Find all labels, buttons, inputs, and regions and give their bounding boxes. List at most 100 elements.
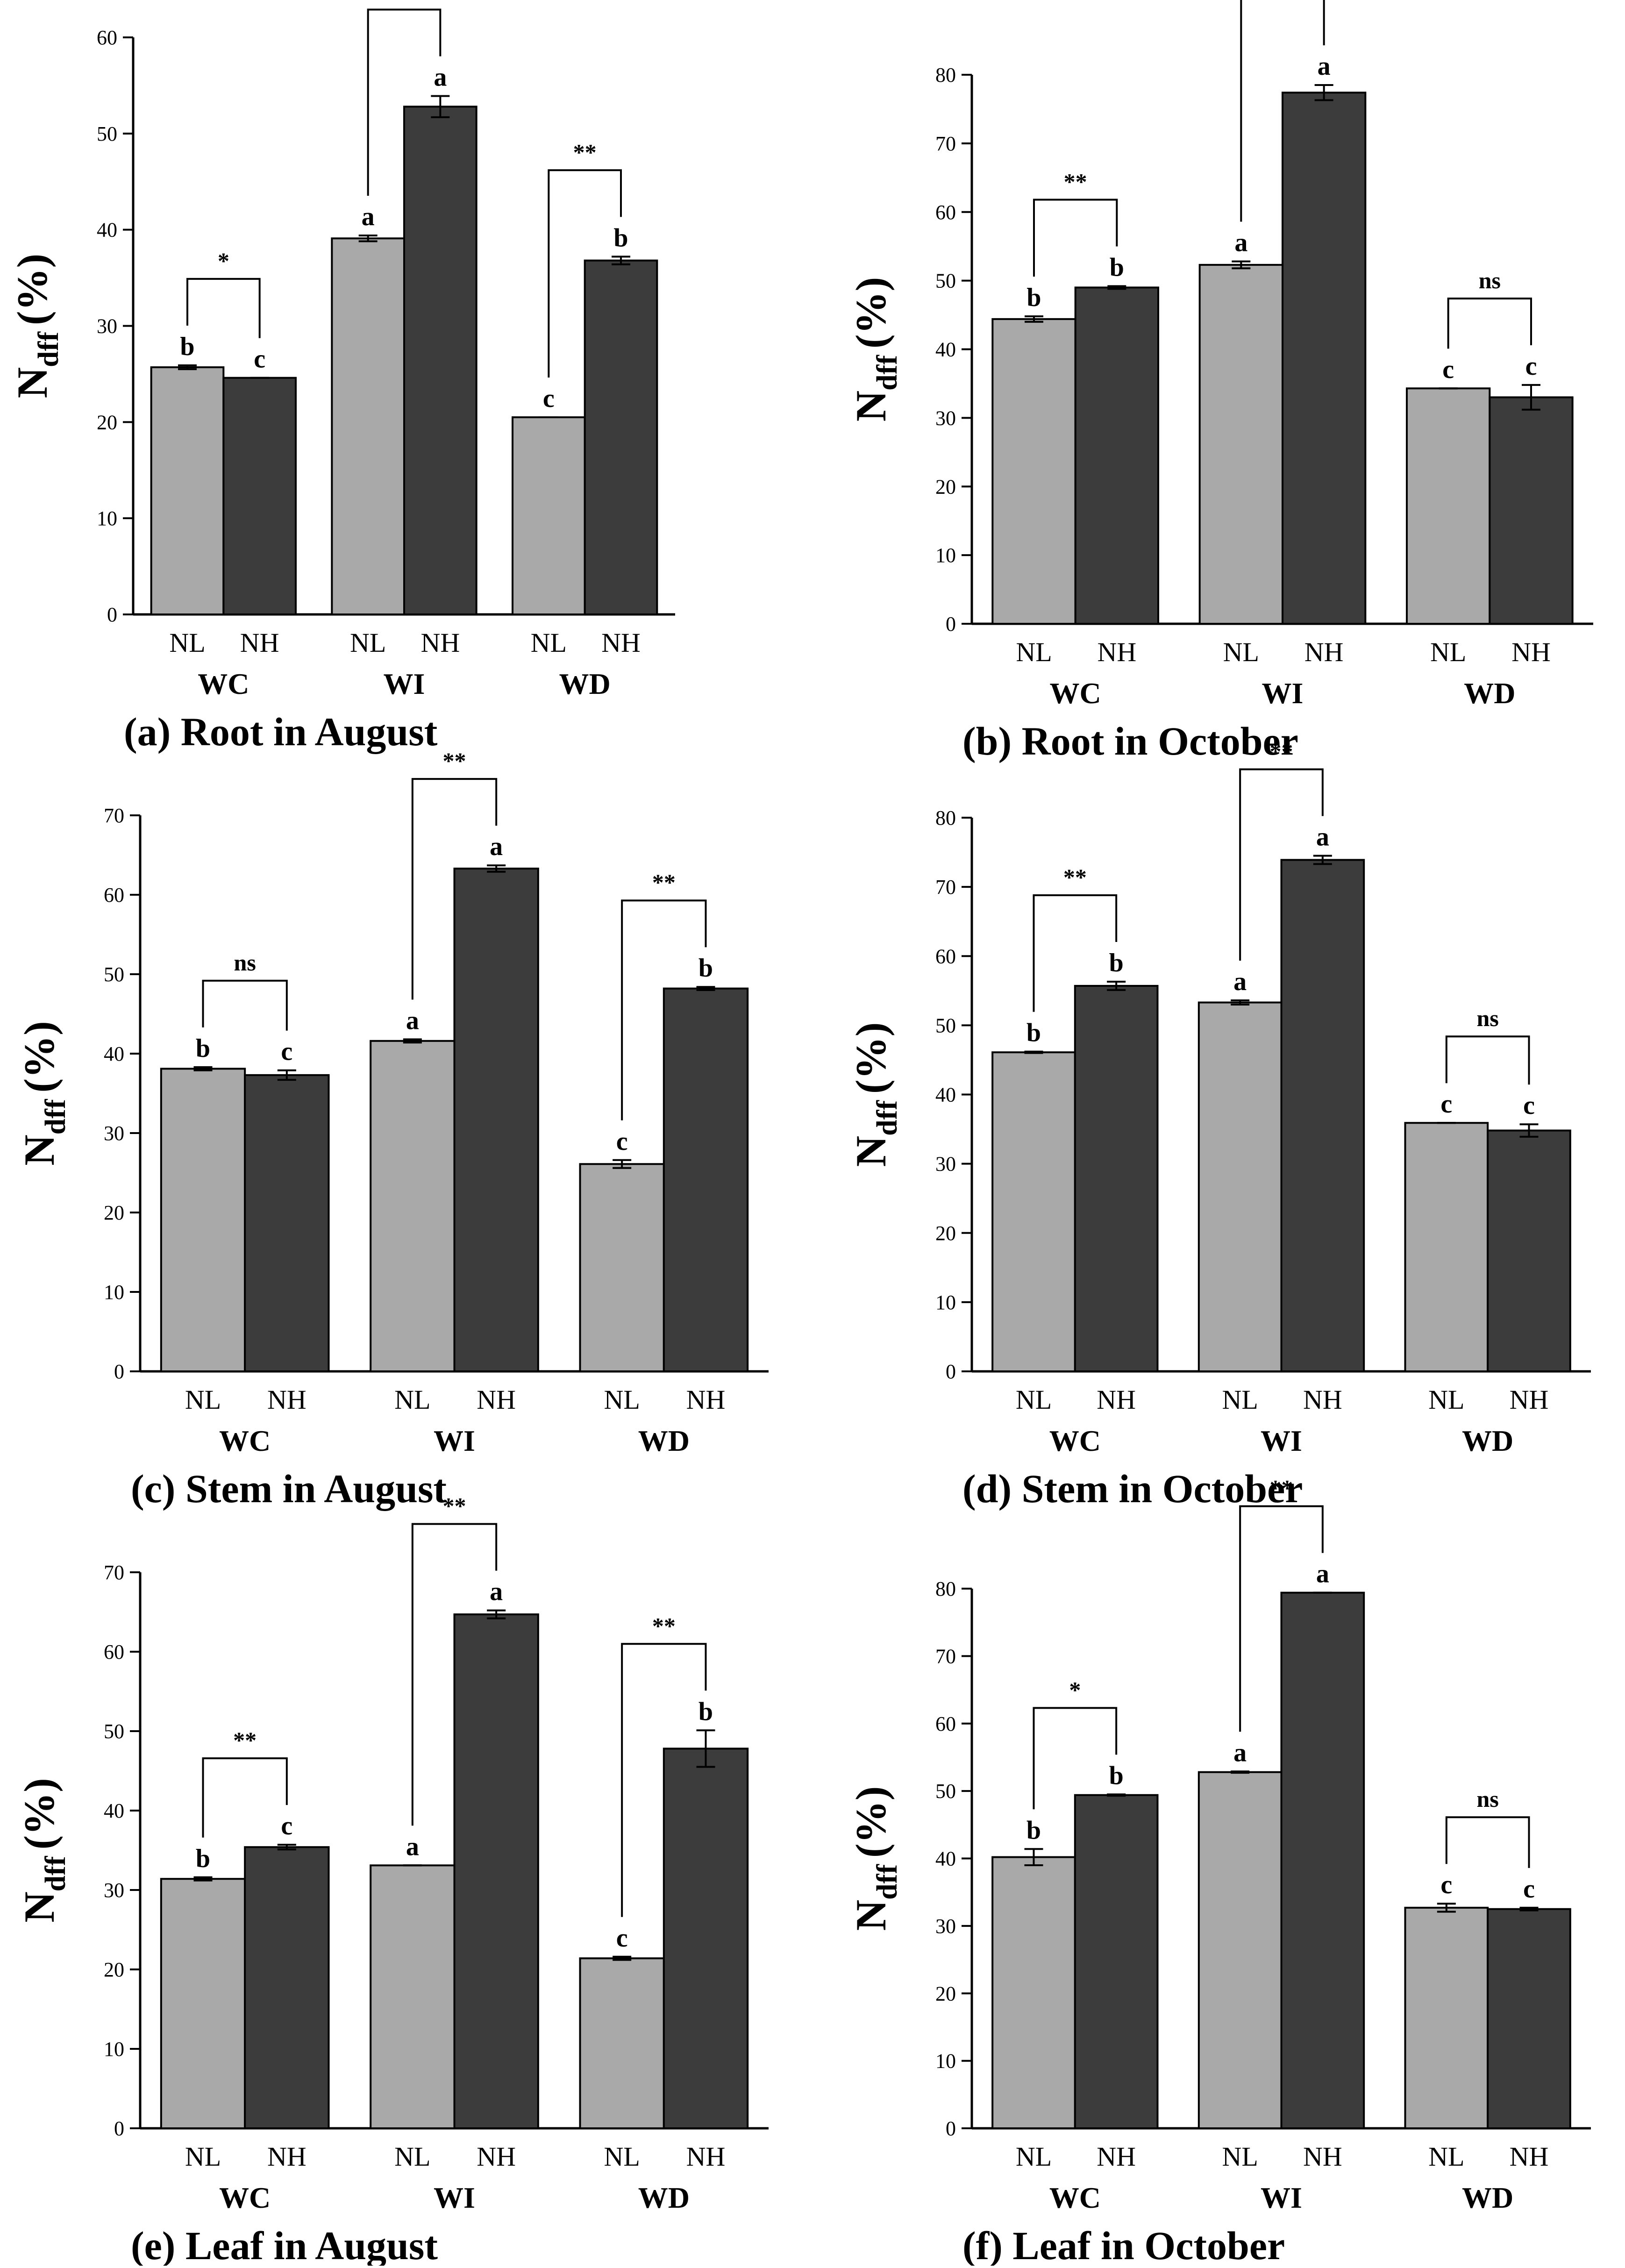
significance-letter: b xyxy=(196,1034,210,1063)
y-tick-label: 70 xyxy=(935,1645,956,1668)
category-label: WD xyxy=(1462,2181,1513,2214)
panel-e: 010203040506070Ndff(%)bNLcNHWC**aNLaNHWI… xyxy=(15,1493,769,2268)
category-label: WI xyxy=(1262,677,1304,710)
category-label: WC xyxy=(219,2181,271,2214)
category-label: WI xyxy=(434,2181,475,2214)
y-axis-title-subscript: dff xyxy=(40,1855,71,1891)
y-tick-label: 40 xyxy=(935,1084,956,1106)
significance-letter: b xyxy=(180,332,194,361)
significance-letter: c xyxy=(1440,1090,1452,1119)
significance-letter: a xyxy=(1233,1738,1247,1767)
x-tick-label: NL xyxy=(1428,1384,1464,1415)
y-axis-title-main: N xyxy=(847,1136,895,1167)
y-tick-label: 10 xyxy=(97,507,117,530)
panel-title: (a) Root in August xyxy=(124,709,438,754)
x-tick-label: NH xyxy=(477,2141,516,2172)
bar-wd-nh xyxy=(1489,396,1574,625)
significance-bracket xyxy=(1445,1035,1530,1085)
x-tick-label: NH xyxy=(1511,637,1551,667)
y-tick-label: 30 xyxy=(935,1915,956,1938)
y-tick-label: 40 xyxy=(97,219,117,242)
bar-wd-nl xyxy=(1404,1906,1489,2130)
y-tick-label: 50 xyxy=(104,1720,124,1743)
significance-marker: ** xyxy=(233,1727,257,1753)
significance-letter: a xyxy=(406,1832,419,1861)
x-tick-label: NL xyxy=(1222,1384,1258,1415)
bar-wc-nh xyxy=(1074,1794,1159,2130)
x-tick-label: NL xyxy=(394,2141,430,2172)
bar-wc-nl xyxy=(150,366,225,615)
y-tick-label: 10 xyxy=(935,2050,956,2073)
y-tick-label: 30 xyxy=(935,407,956,429)
y-axis-title: Ndff (%) xyxy=(15,1021,71,1166)
y-tick-label: 40 xyxy=(104,1042,124,1065)
panel-d: 0 10 20 30 40 50 60 70 80 Ndff (%) b NL b NH WC ** a NL a NH… xyxy=(847,738,1591,1511)
y-tick-label: 80 xyxy=(935,806,956,829)
x-tick-label: NH xyxy=(1097,1384,1136,1415)
significance-marker: ** xyxy=(1270,1475,1293,1501)
significance-letter: b xyxy=(1109,1761,1124,1790)
significance-marker: ns xyxy=(1479,267,1501,293)
significance-bracket xyxy=(1445,1816,1530,1868)
y-tick-label: 60 xyxy=(97,26,117,49)
y-tick-label: 70 xyxy=(935,132,956,155)
significance-bracket xyxy=(202,979,288,1031)
y-tick-label: 40 xyxy=(935,1847,956,1870)
category-label: WD xyxy=(1462,1424,1513,1457)
bar-wi-nh xyxy=(453,1613,539,2130)
x-tick-label: NH xyxy=(1303,1384,1342,1415)
significance-marker: ** xyxy=(443,1493,466,1519)
x-tick-label: NL xyxy=(1430,637,1466,667)
x-tick-label: NL xyxy=(604,2141,640,2172)
panel-title: (f) Leaf in October xyxy=(962,2223,1285,2266)
y-tick-label: 60 xyxy=(935,201,956,224)
significance-letter: c xyxy=(281,1812,292,1840)
y-tick-label: 80 xyxy=(935,64,956,86)
y-axis-title: Ndff (%) xyxy=(8,254,64,399)
bar-wi-nh xyxy=(1282,92,1367,625)
significance-marker: * xyxy=(1069,1676,1081,1703)
panel-a: 0 10 20 30 40 50 60 Ndff (%) b NL c NH WC * a NL a NH WI ** c… xyxy=(8,0,675,754)
x-tick-label: NL xyxy=(185,1384,221,1415)
significance-letter: c xyxy=(1523,1875,1535,1904)
significance-letter: a xyxy=(1234,228,1247,257)
x-tick-label: NH xyxy=(267,2141,306,2172)
bar-wc-nh xyxy=(222,377,297,616)
panel-title: (c) Stem in August xyxy=(131,1466,447,1511)
y-axis-title-main: N xyxy=(847,391,895,421)
y-tick-label: 50 xyxy=(97,122,117,145)
x-tick-label: NH xyxy=(686,2141,726,2172)
significance-letter: c xyxy=(543,384,555,413)
significance-marker: ** xyxy=(652,1612,676,1639)
significance-marker: ns xyxy=(1477,1005,1499,1031)
significance-bracket xyxy=(1447,297,1532,349)
y-axis-title-unit: (%) xyxy=(847,1022,895,1094)
y-tick-label: 20 xyxy=(935,475,956,498)
bar-wc-nl xyxy=(991,1051,1076,1373)
y-axis-title: Ndff (%) xyxy=(847,1786,903,1931)
y-tick-label: 20 xyxy=(104,1958,124,1981)
y-axis-title-subscript: dff xyxy=(871,1864,903,1900)
significance-bracket xyxy=(202,1757,288,1838)
y-tick-label: 30 xyxy=(104,1879,124,1902)
y-axis-title-subscript: dff xyxy=(871,355,903,391)
x-tick-label: NH xyxy=(1097,637,1136,667)
significance-letter: b xyxy=(1026,1816,1041,1845)
significance-marker: ** xyxy=(652,869,676,895)
y-tick-label: 60 xyxy=(935,1712,956,1735)
bar-wc-nl xyxy=(991,1856,1076,2130)
panel-title: (d) Stem in October xyxy=(962,1466,1303,1511)
significance-marker: ** xyxy=(392,0,416,5)
significance-letter: b xyxy=(1109,949,1124,977)
y-tick-label: 70 xyxy=(104,1561,124,1584)
x-tick-label: NL xyxy=(1428,2141,1464,2172)
bar-wi-nl xyxy=(370,1864,456,2130)
bar-wi-nh xyxy=(1280,859,1365,1372)
bar-wd-nh xyxy=(663,987,749,1373)
y-tick-label: 70 xyxy=(104,804,124,827)
significance-letter: b xyxy=(613,223,628,252)
significance-letter: c xyxy=(254,345,265,374)
y-axis-title-unit: (%) xyxy=(847,1786,895,1858)
